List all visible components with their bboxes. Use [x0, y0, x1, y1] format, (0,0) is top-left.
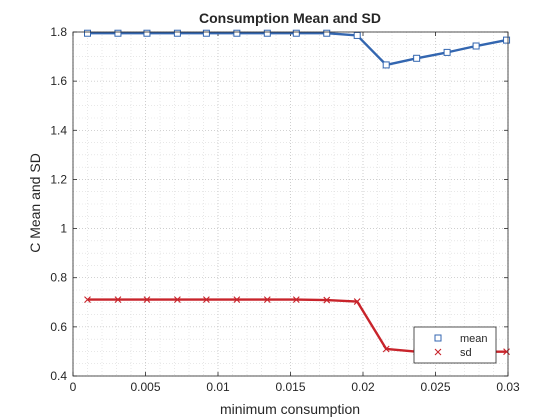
x-tick-label: 0.015	[275, 380, 305, 394]
data-point-sd	[203, 296, 210, 303]
y-tick-label: 0.4	[50, 369, 67, 383]
x-tick-label: 0	[70, 380, 77, 394]
y-axis-label: C Mean and SD	[27, 153, 43, 253]
x-tick-label: 0.025	[420, 380, 450, 394]
legend-box	[413, 326, 497, 364]
x-axis-label: minimum consumption	[220, 401, 360, 417]
data-point-mean	[143, 29, 151, 37]
legend-marker-mean	[434, 334, 442, 342]
data-point-mean	[323, 29, 331, 37]
data-point-sd	[263, 296, 271, 303]
data-point-mean	[202, 29, 210, 37]
data-point-sd	[323, 296, 331, 304]
data-point-sd	[143, 296, 151, 303]
y-tick-label: 1.6	[50, 74, 67, 88]
chart-title: Consumption Mean and SD	[199, 10, 381, 26]
data-point-sd	[233, 296, 241, 303]
y-tick-label: 1.4	[50, 123, 67, 137]
legend-label-sd: sd	[460, 347, 472, 359]
data-point-mean	[233, 29, 241, 37]
y-tick-label: 1.2	[50, 172, 67, 186]
data-point-mean	[114, 29, 122, 37]
y-tick-label: 1	[60, 222, 67, 236]
y-tick-label: 0.8	[50, 271, 67, 285]
data-point-sd	[292, 296, 300, 303]
data-point-mean	[173, 29, 181, 37]
data-point-mean	[382, 61, 390, 69]
data-point-mean	[353, 31, 361, 39]
data-point-sd	[382, 345, 390, 353]
x-tick-label: 0.01	[206, 380, 230, 394]
axes-box	[72, 31, 509, 377]
data-point-mean	[292, 29, 300, 37]
data-point-sd	[353, 298, 361, 305]
y-tick-label: 1.8	[50, 25, 67, 39]
data-point-mean	[472, 42, 480, 50]
plot-area: 0 0.005 0.01 0.015 0.02 0.025 0.03 0.4 0.6 0.8 1 1.…	[50, 25, 520, 394]
x-tick-label: 0.03	[496, 380, 520, 394]
legend-marker-sd	[434, 348, 442, 356]
data-point-sd	[174, 296, 181, 303]
series-mean	[84, 29, 511, 69]
data-point-mean	[413, 54, 421, 62]
data-point-mean	[443, 48, 451, 56]
legend-label-mean: mean	[460, 333, 488, 345]
data-point-mean	[263, 29, 271, 37]
data-point-mean	[84, 29, 91, 37]
data-point-sd	[114, 296, 122, 303]
data-point-sd	[503, 348, 510, 356]
y-tick-label: 0.6	[50, 320, 67, 334]
data-point-sd	[84, 296, 91, 303]
x-tick-label: 0.005	[130, 380, 160, 394]
x-tick-label: 0.02	[351, 380, 375, 394]
legend: mean sd	[413, 326, 497, 364]
data-point-mean	[503, 36, 511, 44]
